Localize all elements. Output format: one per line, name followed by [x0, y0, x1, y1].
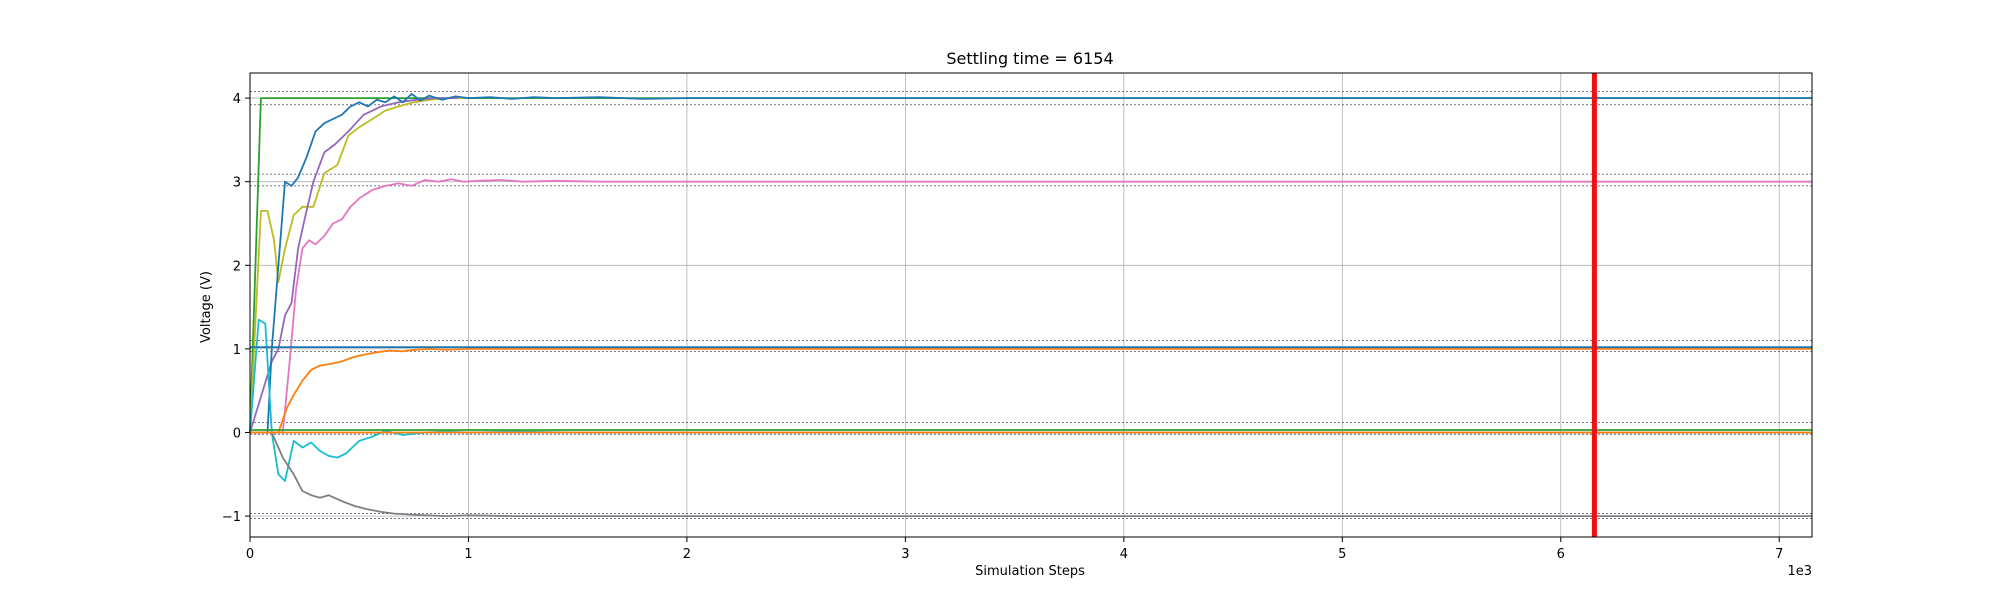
series-line — [250, 431, 1812, 517]
x-axis-scale-label: 1e3 — [1787, 564, 1812, 579]
x-tick-label: 0 — [246, 547, 254, 562]
y-tick-label: 0 — [233, 426, 241, 441]
x-tick-label: 3 — [901, 547, 909, 562]
series-line — [250, 93, 1812, 434]
x-tick-label: 5 — [1338, 547, 1346, 562]
y-tick-label: 3 — [233, 176, 241, 191]
y-tick-label: 1 — [233, 343, 241, 358]
x-tick-label: 1 — [464, 547, 472, 562]
x-axis-ticks: 0 1 2 3 4 5 6 7 — [246, 537, 1783, 562]
y-tick-label: 4 — [233, 92, 241, 107]
x-axis-label: Simulation Steps — [975, 564, 1085, 579]
y-axis-label: Voltage (V) — [199, 271, 214, 343]
series-layer — [249, 93, 1812, 517]
x-tick-label: 2 — [683, 547, 691, 562]
series-line — [249, 97, 469, 433]
grid-layer — [249, 73, 1812, 537]
y-tick-label: −1 — [222, 510, 241, 525]
series-line — [250, 347, 1812, 434]
y-tick-label: 2 — [233, 259, 241, 274]
tolerance-bands — [250, 90, 1812, 520]
chart-title: Settling time = 6154 — [946, 49, 1113, 68]
plot-frame — [249, 72, 1813, 538]
series-line — [249, 318, 1812, 482]
x-tick-label: 4 — [1120, 547, 1128, 562]
y-axis-ticks: −1 0 1 2 3 4 — [222, 92, 250, 525]
x-tick-label: 6 — [1557, 547, 1565, 562]
x-tick-label: 7 — [1775, 547, 1783, 562]
series-line — [250, 178, 1812, 434]
